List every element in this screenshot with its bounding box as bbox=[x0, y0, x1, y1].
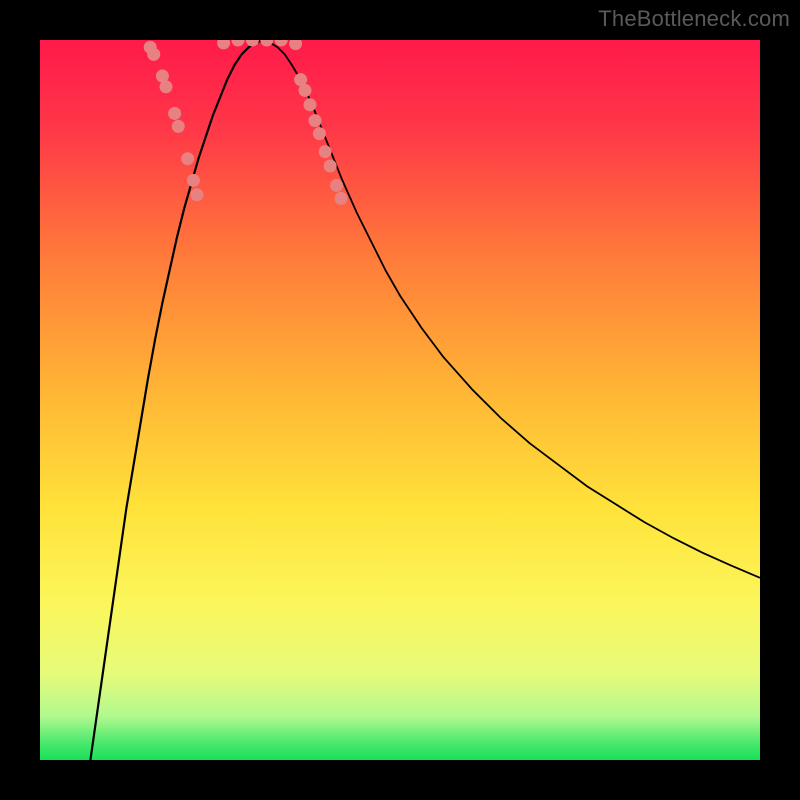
marker-dot bbox=[324, 160, 337, 173]
marker-dot bbox=[304, 98, 317, 111]
gradient-background bbox=[40, 40, 760, 760]
chart-area bbox=[40, 40, 760, 760]
marker-dot bbox=[168, 107, 181, 120]
marker-dot bbox=[319, 145, 332, 158]
marker-dot bbox=[144, 41, 157, 54]
marker-dot bbox=[334, 192, 347, 205]
marker-dot bbox=[298, 84, 311, 97]
marker-dot bbox=[156, 70, 169, 83]
chart-svg bbox=[40, 40, 760, 760]
marker-dot bbox=[313, 127, 326, 140]
marker-dot bbox=[172, 120, 185, 133]
marker-dot bbox=[181, 152, 194, 165]
watermark-text: TheBottleneck.com bbox=[598, 6, 790, 32]
marker-dot bbox=[190, 188, 203, 201]
marker-dot bbox=[309, 114, 322, 127]
marker-dot bbox=[187, 174, 200, 187]
marker-dot bbox=[330, 179, 343, 192]
